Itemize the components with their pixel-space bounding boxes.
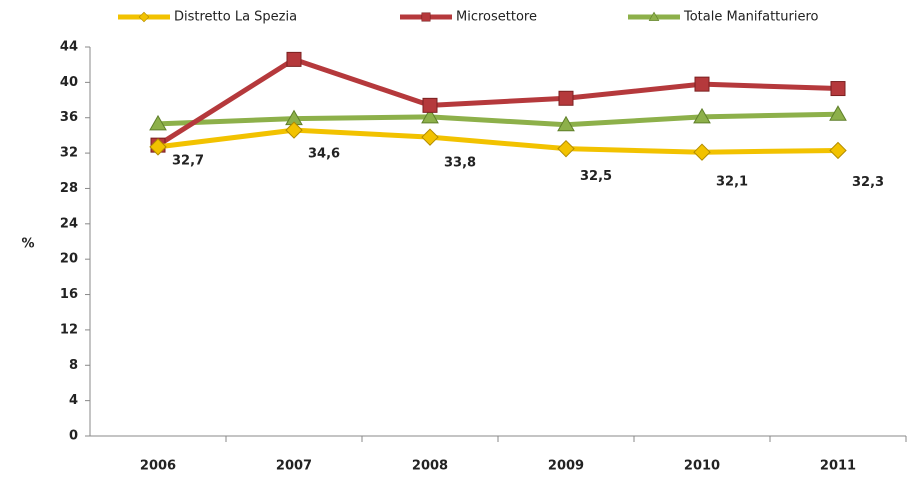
marker <box>830 81 846 97</box>
data-label: 34,6 <box>308 147 340 162</box>
legend-marker <box>138 11 150 23</box>
y-tick-label: 40 <box>60 75 78 90</box>
y-tick-label: 16 <box>60 287 78 302</box>
data-label: 32,7 <box>172 153 204 168</box>
marker <box>557 139 575 158</box>
marker <box>286 51 302 67</box>
y-tick-label: 44 <box>60 40 78 55</box>
legend-label: Distretto La Spezia <box>174 10 297 25</box>
series-line <box>157 111 839 128</box>
y-axis-label: % <box>21 237 34 252</box>
marker <box>149 114 167 131</box>
marker <box>421 128 439 146</box>
y-tick-label: 36 <box>60 110 78 125</box>
marker <box>829 105 847 121</box>
x-tick-label: 2010 <box>684 459 720 474</box>
y-tick-label: 24 <box>60 216 78 231</box>
x-tick-label: 2009 <box>548 459 584 474</box>
x-tick-label: 2011 <box>820 459 856 474</box>
y-tick-label: 32 <box>60 146 78 161</box>
series-line <box>157 127 839 155</box>
y-tick-label: 8 <box>69 358 78 373</box>
x-tick-label: 2006 <box>140 459 176 474</box>
y-tick-label: 28 <box>60 181 78 196</box>
series-line <box>156 56 839 148</box>
data-label: 32,1 <box>716 175 748 190</box>
x-tick-label: 2008 <box>412 459 448 474</box>
marker <box>829 141 847 160</box>
marker <box>693 107 711 124</box>
marker <box>149 138 167 156</box>
y-tick-label: 12 <box>60 322 78 337</box>
marker <box>557 115 575 132</box>
marker <box>693 143 711 161</box>
data-label: 32,3 <box>852 175 884 190</box>
legend-label: Totale Manifatturiero <box>683 10 819 25</box>
data-label: 32,5 <box>580 169 612 184</box>
legend-marker <box>648 11 660 21</box>
marker <box>421 107 439 124</box>
marker <box>694 76 710 92</box>
legend-label: Microsettore <box>456 10 537 25</box>
y-tick-label: 4 <box>69 393 78 408</box>
x-tick-label: 2007 <box>276 459 312 474</box>
legend-marker <box>421 12 431 22</box>
marker <box>285 121 303 139</box>
marker <box>558 90 574 106</box>
marker <box>422 97 438 113</box>
y-tick-label: 20 <box>60 252 78 267</box>
y-tick-label: 0 <box>69 429 78 444</box>
data-label: 33,8 <box>444 156 476 171</box>
